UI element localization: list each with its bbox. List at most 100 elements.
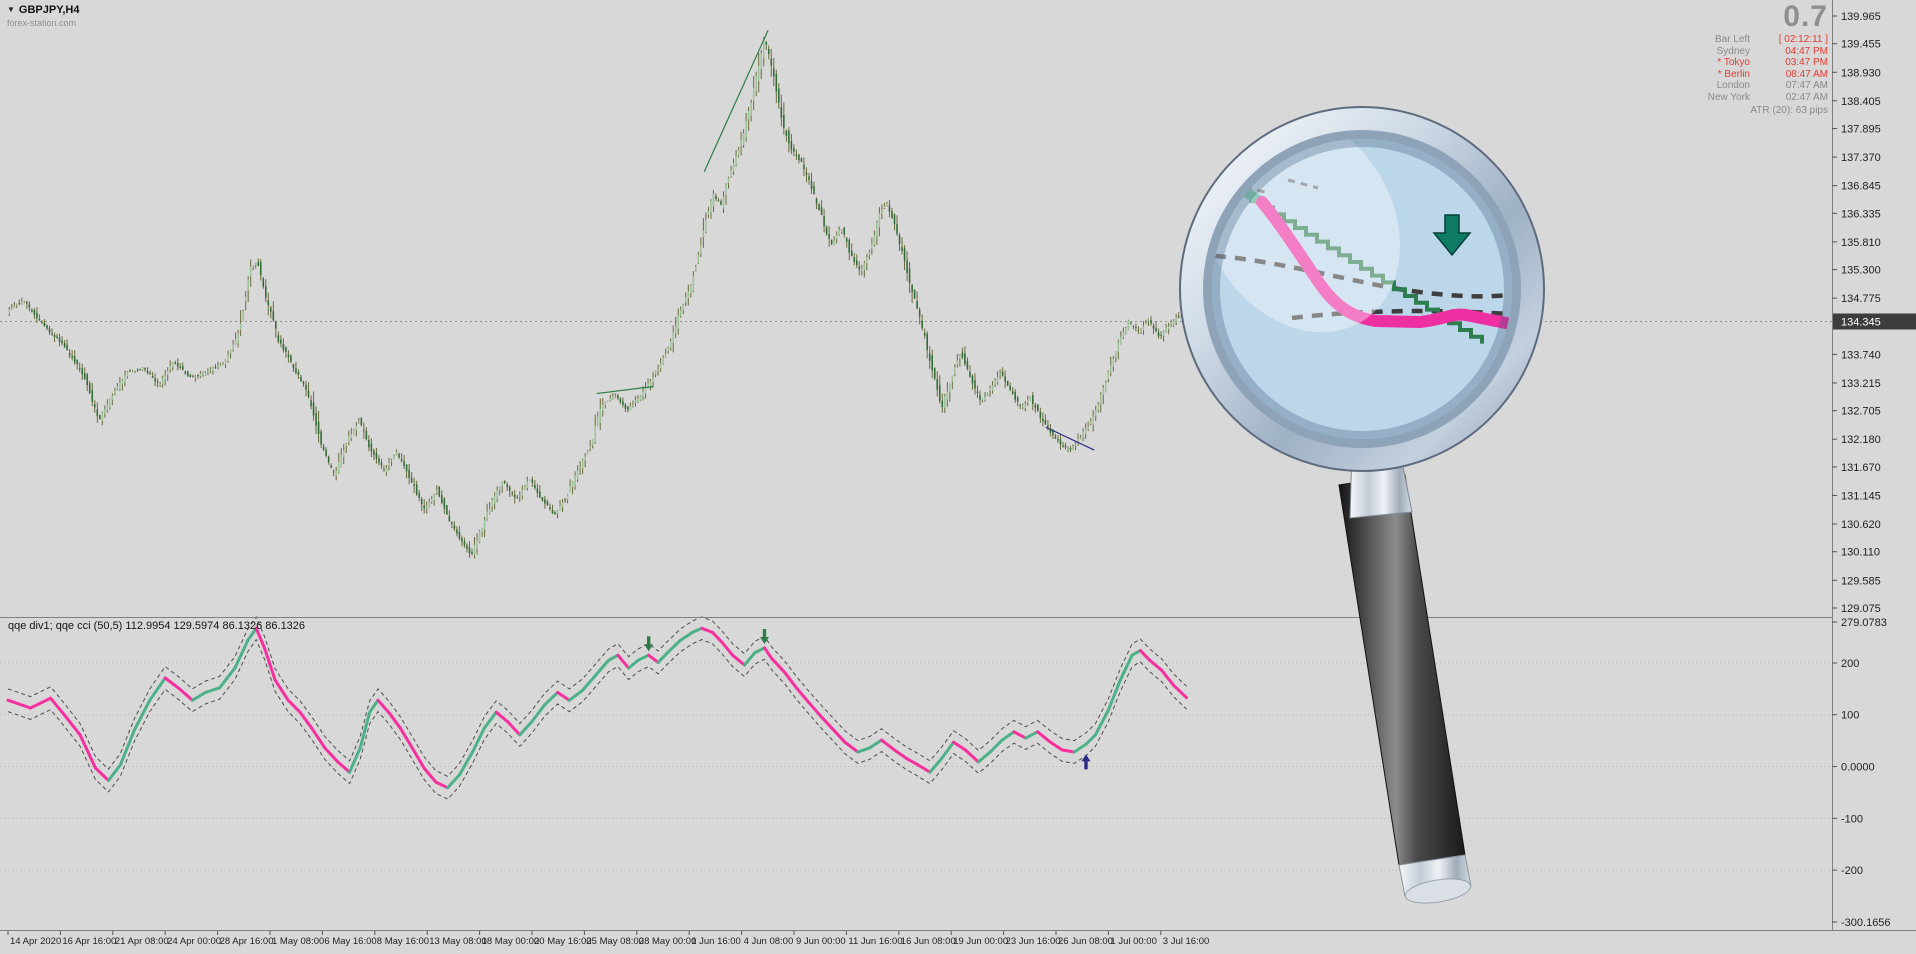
indicator-axis-label: 0.0000 [1841, 762, 1875, 774]
session-time: 04:47 PM [1785, 45, 1828, 57]
time-axis-label: 24 Apr 00:00 [167, 936, 221, 947]
session-row: London 07:47 AM [1688, 80, 1828, 92]
session-time: 08:47 AM [1785, 68, 1828, 80]
session-name: * Tokyo [1717, 57, 1750, 68]
indicator-axis-label: -300.1656 [1841, 917, 1891, 929]
indicator-axis-label: 100 [1841, 710, 1859, 722]
indicator-axis-label: 200 [1841, 658, 1859, 670]
price-axis-label: 130.110 [1841, 547, 1880, 559]
price-axis-label: 132.705 [1841, 406, 1881, 418]
time-axis-label: 28 May 00:00 [639, 936, 697, 947]
time-axis-label: 1 May 08:00 [272, 936, 324, 947]
session-time: [ 02:12:11 ] [1778, 34, 1828, 45]
session-time: 02:47 AM [1785, 91, 1828, 103]
price-axis-label: 136.845 [1841, 181, 1881, 193]
buy-arrow-icon [1081, 754, 1091, 770]
indicator-axis-label: 279.0783 [1841, 617, 1887, 629]
price-axis-label: 134.775 [1841, 293, 1881, 305]
magnified-sell-arrow-icon [1432, 214, 1472, 257]
price-axis-label: 136.335 [1841, 208, 1881, 220]
price-axis-label: 139.455 [1841, 39, 1881, 51]
time-axis-label: 21 Apr 08:00 [115, 936, 169, 947]
price-axis-label: 138.405 [1841, 96, 1881, 108]
magnifier-handle [1338, 474, 1466, 866]
indicator-axis-label: -100 [1841, 813, 1863, 825]
session-name: Sydney [1716, 45, 1750, 57]
price-axis-label: 129.075 [1841, 603, 1881, 615]
indicator-axis-label: -200 [1841, 865, 1863, 877]
time-axis-label: 25 May 08:00 [586, 936, 644, 947]
session-row: New York 02:47 AM [1688, 92, 1828, 104]
time-axis-label: 1 Jul 00:00 [1110, 936, 1156, 947]
magnifier-handle-end [1404, 878, 1472, 904]
indicator-title: qqe div1; qqe cci (50,5) 112.9954 129.59… [8, 620, 306, 632]
price-axis-label: 132.180 [1841, 434, 1881, 446]
time-axis-label: 6 May 16:00 [324, 936, 376, 947]
session-time: 03:47 PM [1785, 57, 1828, 68]
price-axis-label: 135.810 [1841, 237, 1881, 249]
price-axis-label: 133.740 [1841, 349, 1881, 361]
qqe-lower-band [7, 638, 1187, 800]
time-axis-label: 28 Apr 16:00 [220, 936, 274, 947]
watermark: forex-station.com [7, 18, 77, 28]
price-axis-label: 137.370 [1841, 152, 1881, 164]
price-axis-label: 133.215 [1841, 378, 1881, 390]
current-price-badge [1833, 313, 1916, 330]
sell-arrow-icon [759, 629, 769, 645]
price-axis-label: 130.620 [1841, 519, 1881, 531]
trendline[interactable] [1045, 426, 1095, 451]
session-row: * Tokyo 03:47 PM [1688, 57, 1828, 69]
magnifier [1179, 106, 1545, 904]
symbol-label: ▼ GBPJPY,H4 [7, 4, 79, 16]
session-row: Bar Left [ 02:12:11 ] [1688, 34, 1828, 46]
candlestick-series [8, 37, 1190, 559]
indicator-axis[interactable]: 279.0783 200 100 0.0000 -100 -200 -300.1656 [1832, 617, 1891, 929]
price-axis[interactable]: 139.965 139.455 138.930 138.405 137.895 137.3… [1832, 11, 1916, 615]
price-axis-label: 131.145 [1841, 490, 1881, 502]
current-price-badge-text: 134.345 [1841, 317, 1881, 329]
session-row: * Berlin 08:47 AM [1688, 69, 1828, 81]
time-axis-label: 4 Jun 08:00 [744, 936, 794, 947]
qqe-line [6, 626, 1188, 790]
time-axis-label: 18 May 00:00 [482, 936, 540, 947]
price-axis-label: 135.300 [1841, 265, 1881, 277]
magnifier-lens [1212, 139, 1512, 439]
time-axis-label: 3 Jul 16:00 [1163, 936, 1209, 947]
indicator-plot-area[interactable] [0, 615, 1832, 871]
trendline[interactable] [596, 385, 654, 395]
session-name: New York [1707, 91, 1750, 103]
price-axis-label: 131.670 [1841, 462, 1881, 474]
session-time: 07:47 AM [1785, 80, 1828, 91]
price-axis-label: 138.930 [1841, 67, 1881, 79]
session-name: London [1716, 80, 1750, 91]
price-axis-label: 139.965 [1841, 11, 1881, 23]
session-rows: Bar Left[ 02:12:11 ] Sydney 04:47 PM * Toky… [1688, 34, 1828, 103]
atr-readout: ATR (20): 63 pips [1750, 105, 1828, 116]
magnified-qqe-pink [1256, 196, 1512, 329]
sell-arrow-icon [644, 636, 654, 652]
time-axis-label: 16 Jun 08:00 [901, 936, 956, 947]
session-name: Bar Left [1714, 34, 1750, 45]
chart-marker-icon: ▼ [7, 5, 15, 14]
price-axis-label: 129.585 [1841, 575, 1881, 587]
qqe-upper-band [7, 615, 1187, 778]
time-axis-label: 23 Jun 16:00 [1006, 936, 1061, 947]
session-info-panel: 0.7 Bar Left[ 02:12:11 ] Sydney 04:47 PM * … [1688, 2, 1828, 117]
time-axis-label: 16 Apr 16:00 [62, 936, 116, 947]
price-plot-area[interactable] [0, 30, 1832, 559]
symbol-timeframe-text: GBPJPY,H4 [18, 4, 80, 16]
magnified-dashed-band [1214, 253, 1509, 299]
time-axis-label: 13 May 08:00 [429, 936, 487, 947]
time-axis-label: 19 Jun 00:00 [953, 936, 1008, 947]
time-axis-label: 14 Apr 2020 [10, 936, 61, 947]
time-axis-label: 20 May 16:00 [534, 936, 592, 947]
time-axis-label: 8 May 16:00 [377, 936, 429, 947]
time-axis-label: 1 Jun 16:00 [691, 936, 741, 947]
time-axis-label: 11 Jun 16:00 [848, 936, 902, 947]
time-axis-label: 26 Jun 08:00 [1058, 936, 1113, 947]
session-name: * Berlin [1717, 68, 1750, 80]
trendline[interactable] [703, 30, 769, 172]
